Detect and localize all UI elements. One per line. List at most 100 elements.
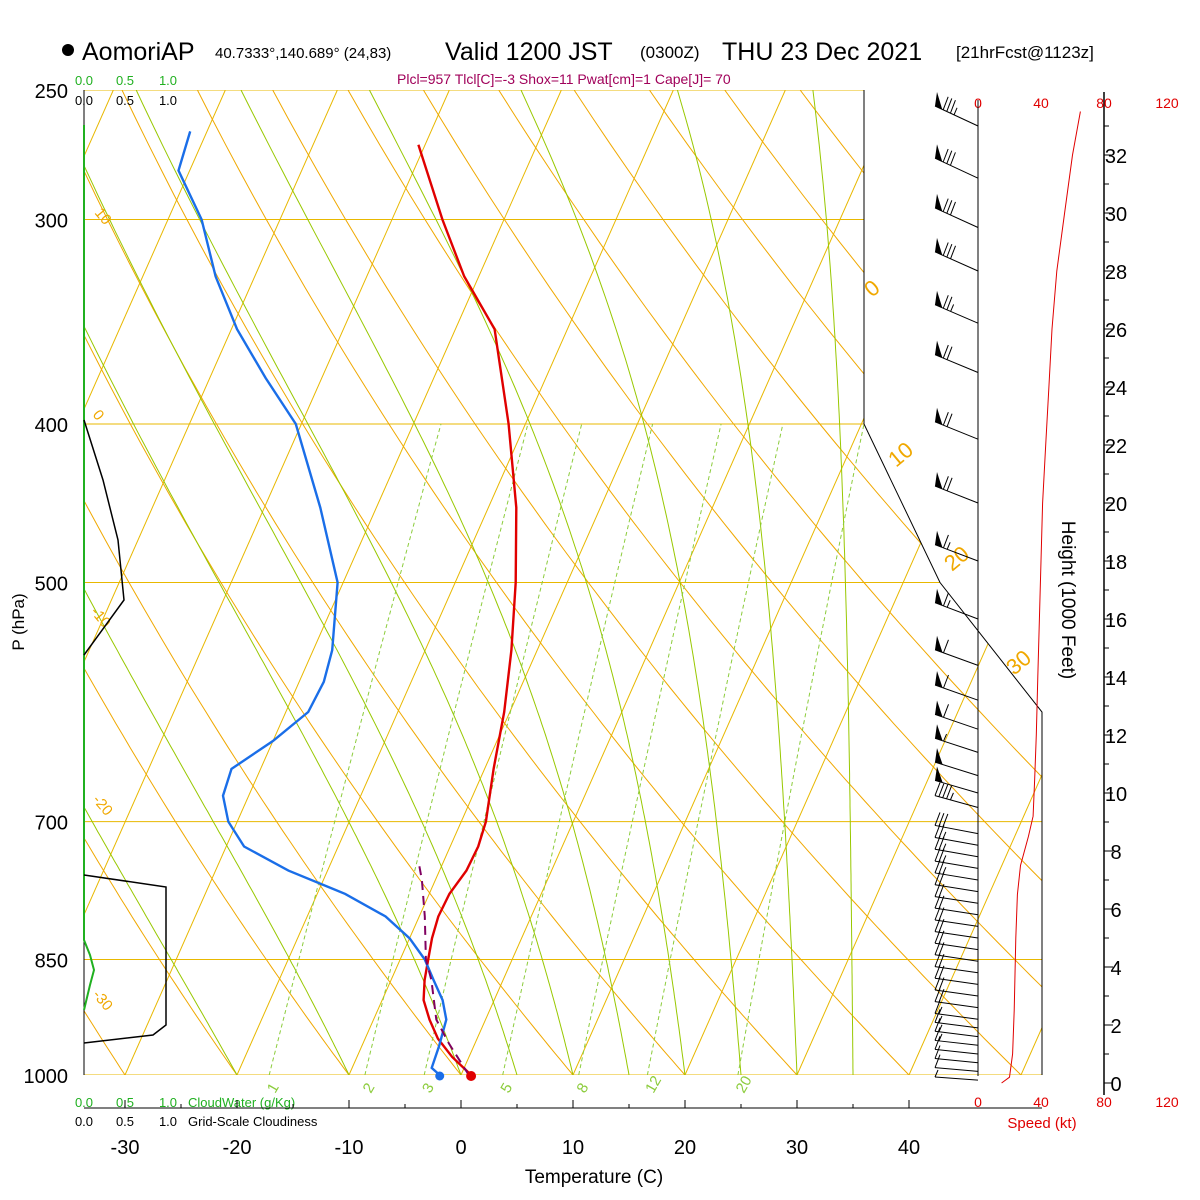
- temperature-tick-label: 10: [562, 1137, 584, 1159]
- mixing-ratio-label: 1: [264, 1080, 283, 1096]
- dry-adiabat: [852, 90, 1042, 1075]
- moist-adiabat: [135, 90, 574, 1075]
- speed-tick-bottom: 40: [1033, 1094, 1049, 1110]
- wind-barb-staff: [934, 907, 979, 916]
- dry-adiabat: [256, 90, 1042, 1075]
- mixing-ratio-label: 20: [733, 1073, 756, 1096]
- height-tick-label: 10: [1105, 784, 1127, 806]
- height-tick-label: 4: [1110, 958, 1121, 980]
- surface-temperature-dot: [466, 1071, 477, 1081]
- valid-time: Valid 1200 JST: [445, 38, 613, 66]
- wind-barb-full: [938, 813, 945, 827]
- moist-adiabat: [84, 90, 462, 1075]
- wind-barb-staff: [934, 860, 979, 869]
- wind-barb: [934, 671, 979, 701]
- height-tick-label: 28: [1105, 262, 1127, 284]
- cloudiness-tick-bottom: 0.0: [75, 1114, 93, 1129]
- height-tick-label: 30: [1105, 204, 1127, 226]
- wind-barb-flag: [935, 671, 943, 688]
- dry-adiabat: [107, 90, 830, 1075]
- speed-axis-label: Speed (kt): [1007, 1115, 1076, 1132]
- speed-tick-top: 120: [1155, 95, 1179, 111]
- dry-adiabat: [182, 90, 944, 1075]
- wind-barb: [934, 953, 979, 974]
- wind-barb-staff: [934, 544, 979, 562]
- wind-barb-half: [938, 1006, 943, 1015]
- wind-barb-full: [942, 344, 949, 359]
- cloudwater-tick-top: 0.5: [116, 73, 134, 88]
- dry-adiabat: [480, 90, 1042, 1075]
- wind-barb-half: [942, 867, 947, 875]
- cloudiness-tick-bottom: 0.5: [116, 1114, 134, 1129]
- isotherm: [236, 90, 674, 1075]
- wind-barb: [934, 1027, 979, 1046]
- wind-barb-staff: [934, 1048, 979, 1055]
- wind-barb-half: [953, 107, 958, 116]
- parcel-line: [418, 865, 470, 1075]
- wind-barb-full: [949, 152, 956, 166]
- wind-barb: [934, 1045, 979, 1064]
- moist-adiabat: [240, 90, 630, 1075]
- wind-barb: [934, 871, 979, 893]
- wind-barb-staff: [934, 1076, 979, 1081]
- isotherm: [460, 90, 898, 1075]
- x-axis-title: Temperature (C): [525, 1167, 663, 1188]
- wind-barb-full: [942, 295, 949, 309]
- wind-barb-staff: [934, 931, 979, 939]
- wind-barb-full: [934, 1036, 941, 1050]
- wind-barb: [934, 472, 979, 504]
- wind-barb-staff: [934, 1001, 979, 1009]
- height-tick-label: 22: [1105, 436, 1127, 458]
- dry-adiabat: [0, 61, 34, 1110]
- wind-barb-staff: [934, 896, 979, 904]
- cloudwater-profile: [83, 125, 96, 1011]
- wind-barb: [934, 906, 979, 927]
- wind-barb: [934, 1018, 979, 1038]
- wind-barb-flag: [935, 748, 943, 765]
- wind-barb-half: [934, 1069, 939, 1078]
- speed-tick-top: 80: [1096, 95, 1112, 111]
- height-tick-label: 2: [1110, 1016, 1121, 1038]
- dry-adiabat: [84, 90, 376, 1075]
- wind-barb-full: [943, 674, 949, 689]
- height-tick-label: 8: [1110, 842, 1121, 864]
- wind-barb-flag: [935, 700, 943, 718]
- wind-barb-flag: [935, 724, 943, 741]
- wind-barb-full: [946, 785, 953, 799]
- height-tick-label: 14: [1105, 668, 1127, 690]
- cloudiness-tick-top: 0.0: [75, 93, 93, 108]
- isotherm: [124, 90, 562, 1075]
- wind-barb-full: [946, 98, 953, 112]
- wind-barb: [934, 812, 979, 835]
- temperature-tick-label: 0: [455, 1137, 466, 1159]
- cloudwater-label: CloudWater (g/Kg): [188, 1095, 295, 1110]
- height-tick-label: 18: [1105, 552, 1127, 574]
- wind-barb-full: [946, 243, 953, 258]
- pressure-tick-label: 250: [35, 81, 68, 103]
- wind-barb: [934, 782, 979, 808]
- wind-barb: [934, 895, 979, 916]
- wind-barb-full: [934, 1054, 941, 1068]
- wind-barb: [934, 340, 979, 373]
- wind-barb: [934, 92, 979, 127]
- wind-barb: [934, 144, 979, 179]
- dry-adiabat: [84, 90, 262, 1075]
- speed-tick-bottom: 120: [1155, 1094, 1179, 1110]
- dry-adiabat: [84, 90, 149, 1075]
- wind-barb-staff: [934, 989, 979, 997]
- temperature-tick-label: -10: [335, 1137, 364, 1159]
- moist-adiabat: [676, 90, 798, 1075]
- mixing-ratio-line: [268, 423, 442, 1075]
- wind-barb-staff: [934, 304, 979, 324]
- wind-barb-staff: [934, 713, 979, 730]
- wind-barb-full: [950, 245, 956, 259]
- wind-barb-flag: [935, 472, 943, 489]
- wind-barb: [934, 1054, 979, 1072]
- cloudwater-tick-bottom: 0.0: [75, 1095, 93, 1110]
- wind-barb-full: [946, 477, 953, 491]
- speed-tick-bottom: 80: [1096, 1094, 1112, 1110]
- wind-barb: [934, 700, 979, 730]
- wind-barb: [934, 635, 979, 666]
- wind-barb-full: [943, 704, 949, 718]
